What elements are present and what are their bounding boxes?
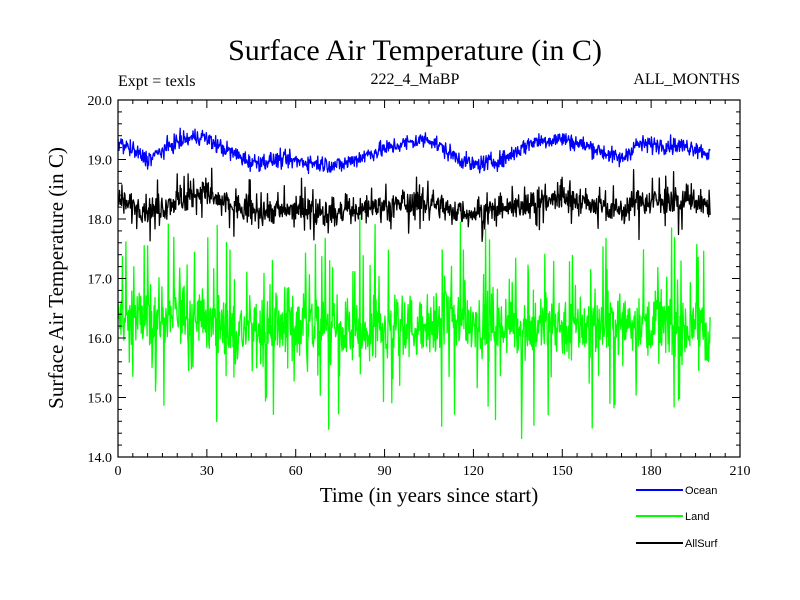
x-tick-label: 210 [730,464,751,479]
y-tick-label: 15.0 [88,392,113,407]
x-tick-label: 30 [200,464,214,479]
y-tick-label: 14.0 [88,451,113,466]
series-layer [117,127,711,440]
series-line-allsurf [117,167,711,242]
x-tick-label: 120 [463,464,484,479]
legend: Ocean Land AllSurf [636,485,718,550]
series-line-land [117,216,711,440]
y-axis-label: Surface Air Temperature (in C) [44,147,68,409]
x-tick-label: 180 [641,464,662,479]
x-tick-label: 90 [378,464,392,479]
y-tick-label: 17.0 [88,273,113,288]
y-tick-label: 19.0 [88,154,113,169]
chart-title: Surface Air Temperature (in C) [228,34,602,67]
subtitle-experiment: Expt = texls [118,73,195,90]
x-tick-label: 150 [552,464,573,479]
subtitle-months: ALL_MONTHS [633,71,740,88]
y-tick-label: 20.0 [88,94,113,109]
x-tick-label: 60 [289,464,303,479]
y-tick-label: 18.0 [88,213,113,228]
legend-label-ocean: Ocean [685,485,717,497]
legend-label-allsurf: AllSurf [685,538,718,550]
y-tick-label: 16.0 [88,332,113,347]
subtitle-period: 222_4_MaBP [371,71,460,88]
legend-label-land: Land [685,511,709,523]
x-tick-label: 0 [115,464,122,479]
plot-frame [117,99,741,458]
axis-layer: 0 30 60 90 120 150 180 210 14.0 15.0 16.0 17.0 18.0 1… [88,94,751,479]
x-axis-label: Time (in years since start) [320,483,539,507]
series-line-ocean [117,127,711,175]
